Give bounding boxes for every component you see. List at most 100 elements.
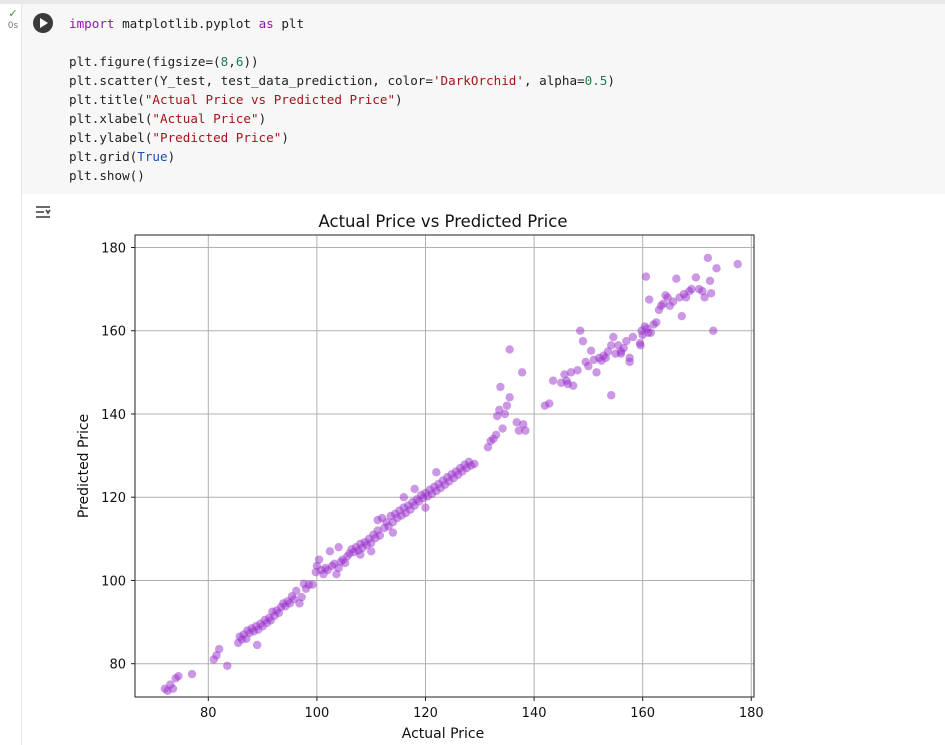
code-token: plt.figure(figsize=( (69, 54, 221, 69)
data-point (584, 361, 593, 371)
data-point (496, 382, 505, 392)
data-point (388, 528, 398, 537)
data-point (421, 503, 430, 512)
code-token: plt.ylabel( (69, 130, 153, 145)
code-token: 6 (235, 54, 244, 69)
data-point (521, 426, 530, 435)
data-point (628, 332, 638, 342)
code-token: as (258, 16, 274, 31)
code-token: plt (273, 16, 305, 31)
y-tick-label: 80 (109, 658, 126, 673)
data-point (366, 547, 376, 556)
data-point (606, 341, 616, 350)
code-token: matplotlib.pyplot (114, 16, 259, 31)
data-point (187, 669, 197, 679)
data-point (659, 299, 668, 308)
data-point (505, 393, 514, 402)
code-cell[interactable] (22, 4, 945, 194)
code-editor[interactable]: import matplotlib.pyplot as plt plt.figur… (69, 14, 615, 185)
code-token: ) (395, 92, 403, 107)
code-line: import matplotlib.pyplot as plt (69, 14, 615, 33)
code-line: plt.xlabel("Actual Price") (69, 109, 615, 128)
data-point (652, 318, 661, 327)
data-point (512, 418, 521, 427)
chart-title: Actual Price vs Predicted Price (319, 212, 568, 231)
code-token: plt.xlabel( (69, 111, 153, 126)
data-point (687, 284, 696, 294)
code-token: )) (243, 54, 259, 69)
data-point (514, 426, 524, 435)
scatter-chart: Actual Price vs Predicted Price 80 100 120… (76, 212, 764, 742)
code-token: ) (281, 130, 289, 145)
output-toggle-icon[interactable] (33, 204, 53, 220)
code-token: "Actual Price" (152, 111, 259, 126)
data-point (709, 326, 718, 335)
data-point (643, 328, 653, 338)
code-token: ) (258, 111, 267, 126)
code-line: plt.title("Actual Price vs Predicted Pri… (69, 90, 615, 109)
data-point (334, 542, 343, 552)
data-point (691, 273, 701, 282)
data-point (505, 345, 514, 354)
code-token: plt.scatter(Y_test, test_data_prediction… (69, 73, 433, 88)
data-point (314, 555, 324, 564)
code-line (69, 33, 615, 52)
data-point (733, 259, 742, 269)
data-point (214, 644, 224, 654)
data-point (517, 368, 527, 377)
data-point (606, 391, 616, 400)
y-tick-label: 120 (101, 491, 126, 506)
data-point (548, 376, 558, 385)
code-token: plt.grid( (69, 149, 138, 164)
code-token: ) (167, 149, 176, 164)
data-point (705, 276, 715, 285)
data-point (636, 341, 645, 350)
code-line: plt.scatter(Y_test, test_data_prediction… (69, 71, 615, 90)
data-point (672, 274, 681, 283)
data-point (700, 293, 709, 302)
code-line: plt.show() (69, 166, 615, 185)
data-point (622, 336, 631, 346)
x-tick-label: 120 (413, 706, 438, 721)
data-point (174, 671, 183, 681)
x-tick-label: 180 (739, 706, 764, 721)
data-point (566, 368, 576, 377)
data-point (603, 347, 613, 356)
data-point (668, 297, 678, 306)
data-point (168, 684, 178, 693)
data-point (491, 430, 501, 439)
data-point (645, 295, 654, 304)
data-point (677, 311, 686, 321)
data-point (576, 326, 585, 335)
data-point (625, 353, 634, 362)
code-line: plt.figure(figsize=(8,6)) (69, 52, 615, 71)
data-point (545, 399, 554, 408)
data-point (616, 349, 626, 358)
code-token: import (69, 16, 115, 31)
data-point (592, 368, 601, 377)
cell-status: ✓ 0s (6, 8, 20, 32)
code-token: plt.show() (69, 168, 145, 183)
data-point (375, 531, 385, 540)
run-cell-button[interactable] (33, 13, 53, 33)
data-point (223, 661, 232, 670)
data-point (498, 424, 507, 433)
data-point (681, 293, 691, 302)
axis-ticks: 80 100 120 140 160 180 80 100 120 140 160 180 (101, 241, 764, 721)
y-tick-label: 140 (101, 408, 126, 423)
y-tick-label: 180 (101, 241, 126, 256)
data-point (292, 586, 301, 596)
code-line: plt.ylabel("Predicted Price") (69, 128, 615, 147)
code-token: ) (607, 73, 615, 88)
code-token: , alpha= (523, 73, 585, 88)
code-token: 8 (220, 54, 229, 69)
data-point (432, 468, 441, 477)
y-tick-label: 100 (101, 574, 126, 589)
data-point (410, 484, 419, 494)
exec-time: 0s (7, 21, 19, 31)
x-tick-label: 140 (522, 706, 547, 721)
data-point (609, 332, 618, 342)
data-points (160, 253, 742, 695)
data-point (641, 272, 651, 281)
code-token: plt.title( (69, 92, 145, 107)
